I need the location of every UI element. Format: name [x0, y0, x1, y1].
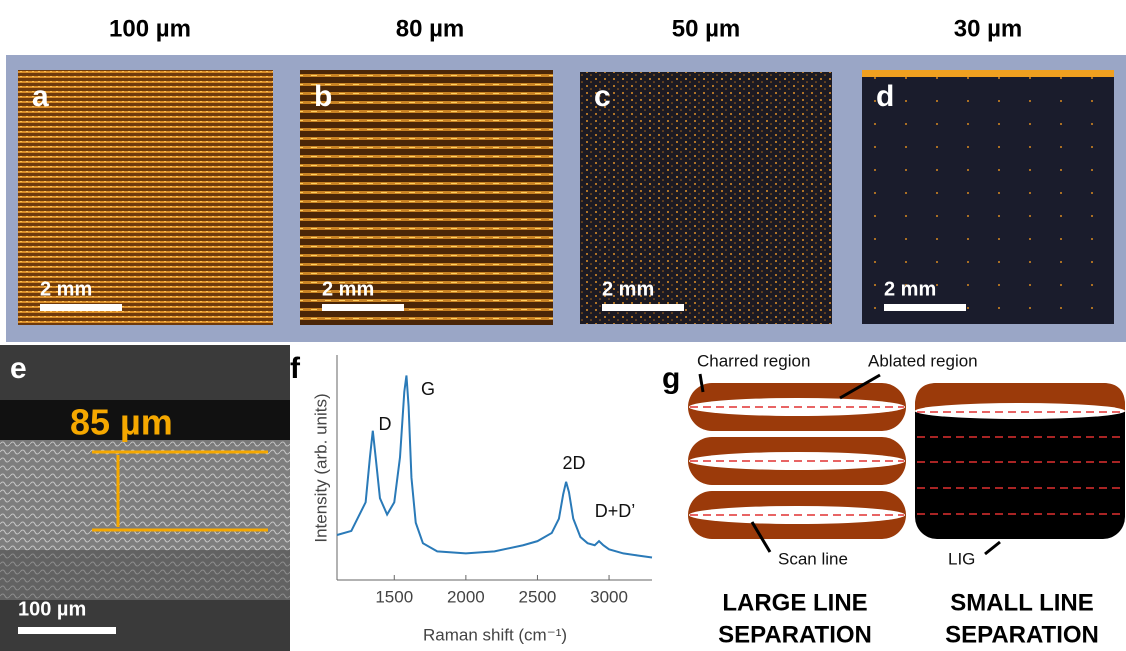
substrate — [0, 550, 290, 600]
panel-label: g — [662, 362, 680, 395]
scale-bar-label: 2 mm — [322, 278, 374, 300]
x-tick-label: 2000 — [447, 587, 485, 606]
spectrum — [337, 375, 652, 557]
scale-bar-label: 2 mm — [40, 278, 92, 300]
figure: 100 µm 80 µm 50 µm 30 µm a 2 mm b 2 mm c 2 mm d 2 m… — [0, 0, 1126, 651]
column-header: 50 µm — [672, 15, 741, 42]
sem-panel: e 85 µm 100 µm — [0, 345, 290, 651]
x-tick-label: 3000 — [590, 587, 628, 606]
panel-label: c — [594, 80, 611, 113]
column-header: 80 µm — [396, 15, 465, 42]
y-axis-label: Intensity (arb. units) — [311, 393, 330, 542]
panel-label: b — [314, 80, 332, 113]
peak-label: D — [379, 414, 392, 434]
column-header: 30 µm — [954, 15, 1023, 42]
panel-label: e — [10, 352, 27, 385]
panel-label: f — [290, 352, 301, 385]
column-header: 100 µm — [109, 15, 191, 42]
title: SEPARATION — [718, 621, 872, 648]
panel-label: a — [32, 80, 49, 113]
thickness: 85 µm — [70, 402, 173, 443]
scale-bar-label: 100 µm — [18, 598, 86, 620]
peak-label: G — [421, 379, 435, 399]
optical-row — [6, 55, 1126, 342]
annotation: Ablated region — [868, 351, 978, 370]
scale-bar-label: 2 mm — [602, 278, 654, 300]
title: LARGE LINE — [722, 589, 867, 616]
film — [0, 440, 290, 550]
peak-label: D+D’ — [595, 501, 636, 521]
scale-bar — [602, 304, 684, 311]
schematic: g Charred region Ablated region Scan lin… — [662, 351, 1125, 648]
title: SEPARATION — [945, 621, 1099, 648]
scale-bar — [18, 627, 116, 634]
scale-bar — [40, 304, 122, 311]
x-tick-label: 1500 — [375, 587, 413, 606]
scale-bar — [884, 304, 966, 311]
scale-bar-label: 2 mm — [884, 278, 936, 300]
annotation: Charred region — [697, 351, 810, 370]
annotation: LIG — [948, 549, 975, 568]
x-tick-label: 2500 — [519, 587, 557, 606]
peak-label: 2D — [562, 453, 585, 473]
title: SMALL LINE — [950, 589, 1094, 616]
panel-label: d — [876, 80, 894, 113]
edge — [862, 70, 1114, 77]
ablated-region — [915, 403, 1125, 419]
raman-chart: f Intensity (arb. units) Raman shift (cm… — [290, 352, 652, 645]
annotation: Scan line — [778, 549, 848, 568]
scale-bar — [322, 304, 404, 311]
x-axis-label: Raman shift (cm⁻¹) — [423, 625, 567, 644]
